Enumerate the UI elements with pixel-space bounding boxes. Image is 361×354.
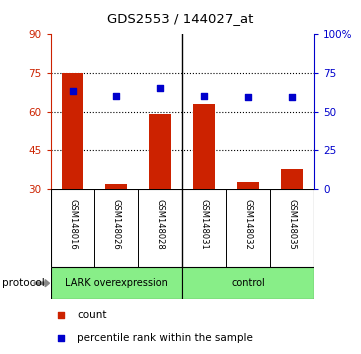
Point [201, 93, 207, 99]
Bar [105, 184, 127, 189]
Text: GSM148028: GSM148028 [156, 199, 165, 250]
Text: GSM148026: GSM148026 [112, 199, 121, 250]
Bar [182, 267, 314, 299]
Text: count: count [77, 310, 106, 320]
Bar [51, 267, 182, 299]
Text: GSM148032: GSM148032 [244, 199, 253, 250]
Text: GDS2553 / 144027_at: GDS2553 / 144027_at [107, 12, 254, 25]
Point [245, 95, 251, 100]
Text: control: control [231, 278, 265, 288]
Bar [61, 73, 83, 189]
Point [157, 85, 163, 91]
Text: protocol: protocol [2, 278, 44, 288]
Bar [281, 169, 303, 189]
Bar [149, 114, 171, 189]
Point [289, 95, 295, 100]
Point [70, 88, 75, 94]
Point [58, 335, 64, 341]
Bar [193, 104, 215, 189]
Bar [237, 182, 259, 189]
Text: GSM148031: GSM148031 [200, 199, 209, 250]
Text: percentile rank within the sample: percentile rank within the sample [77, 333, 253, 343]
Point [58, 312, 64, 318]
Text: LARK overexpression: LARK overexpression [65, 278, 168, 288]
Point [113, 93, 119, 99]
Text: GSM148035: GSM148035 [288, 199, 297, 250]
Text: GSM148016: GSM148016 [68, 199, 77, 250]
